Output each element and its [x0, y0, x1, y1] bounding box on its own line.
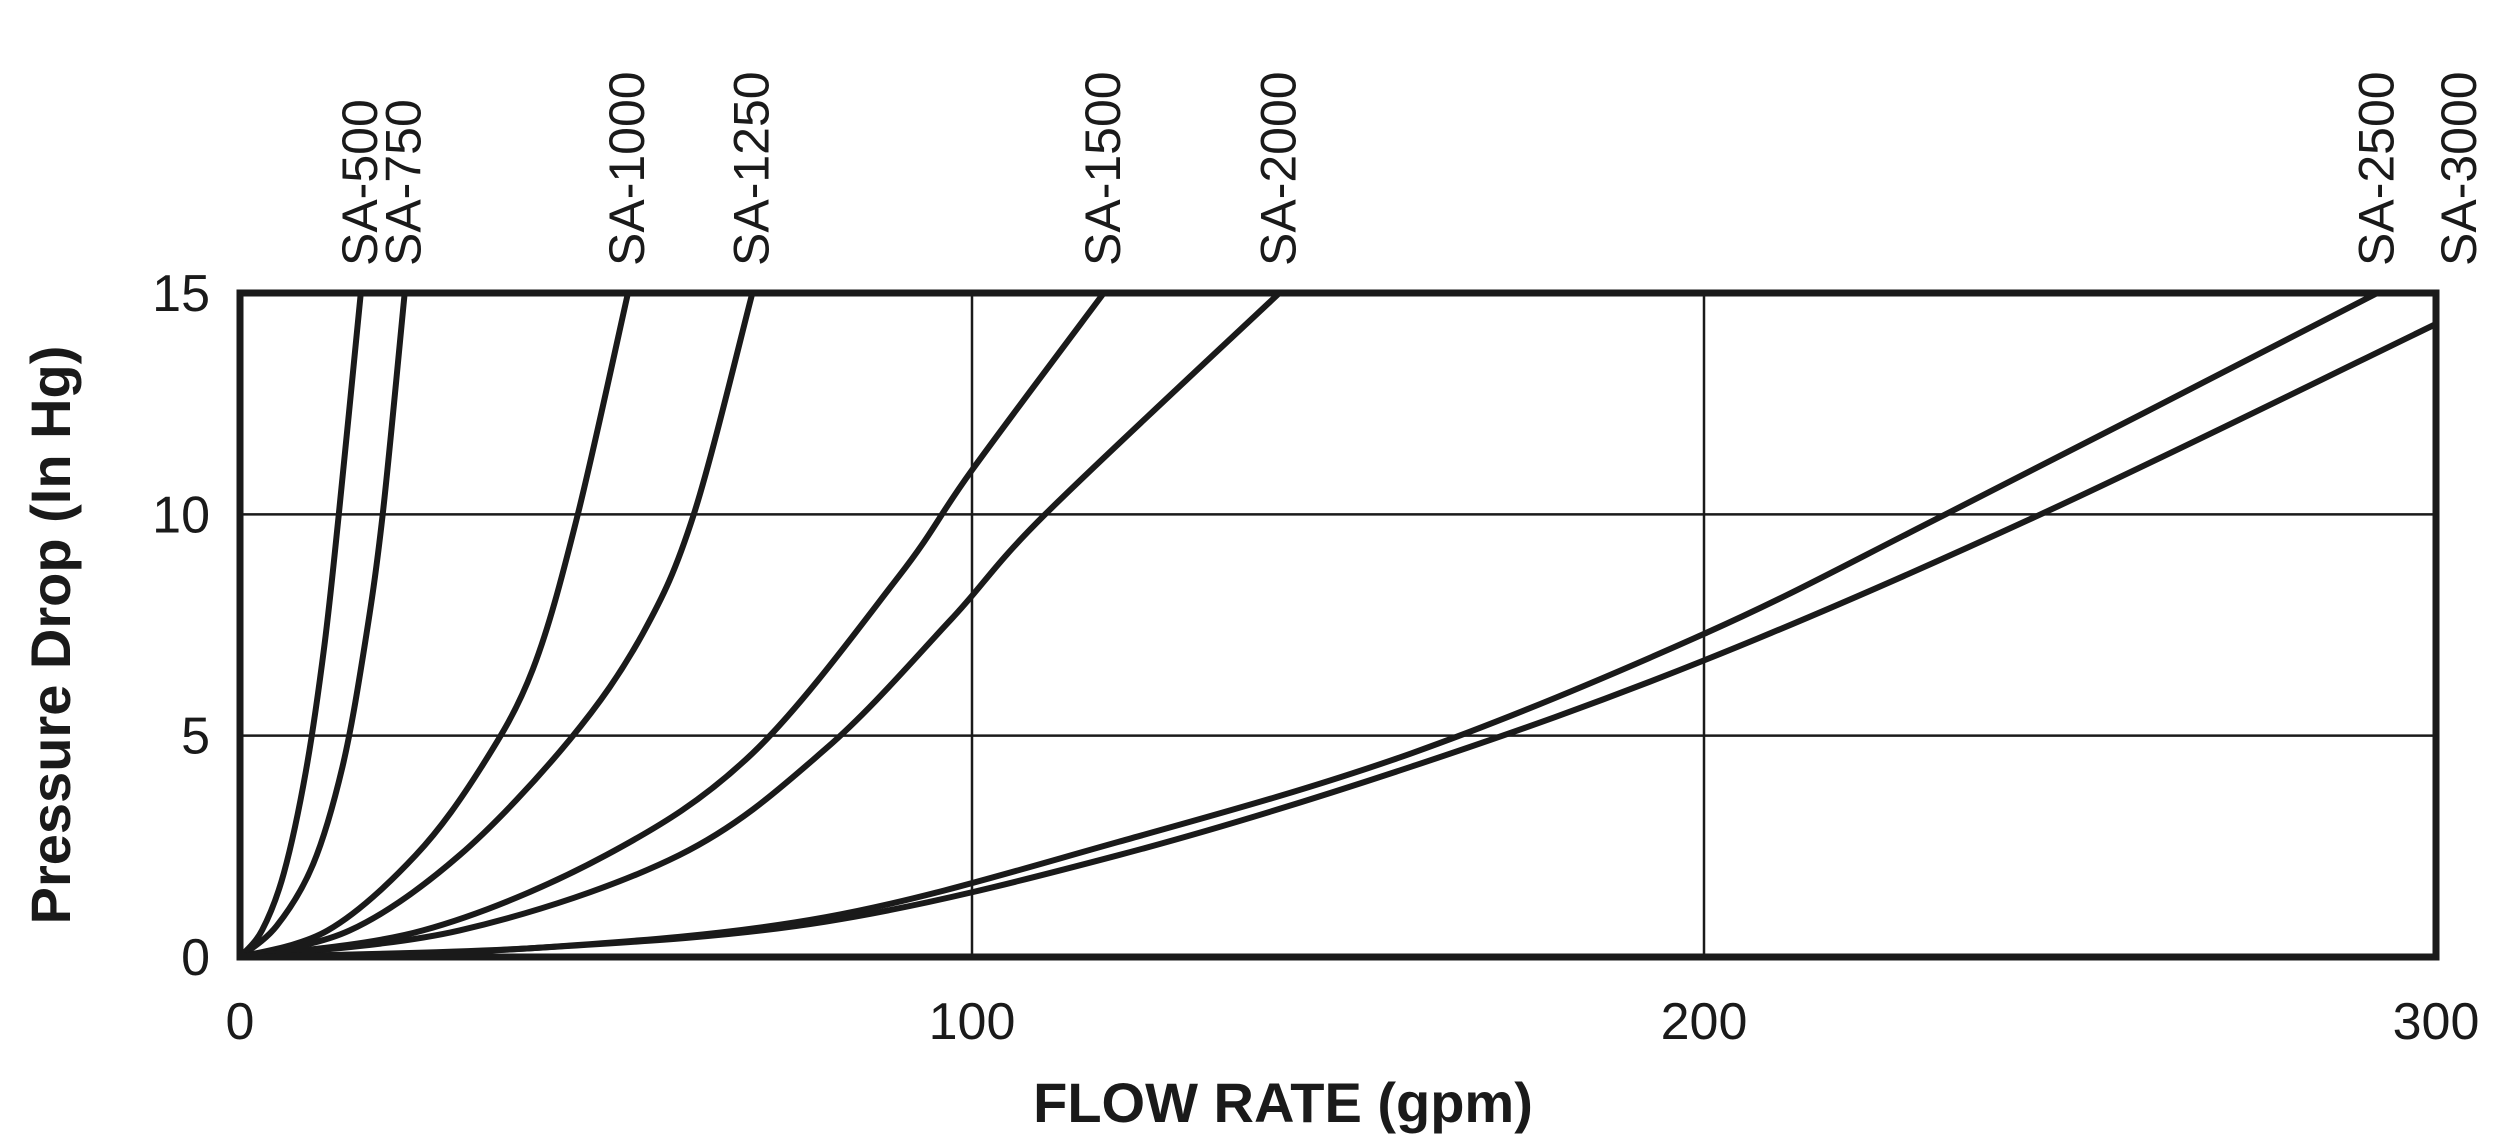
- series-line-sa-3000: [237, 321, 2439, 960]
- x-tick-label: 300: [2393, 993, 2480, 1051]
- plot-frame: [236, 289, 2440, 961]
- series-line-sa-750: [237, 290, 408, 960]
- y-tick-label: 0: [181, 929, 210, 987]
- y-tick-label: 10: [152, 486, 210, 544]
- series-line-sa-1000: [237, 290, 631, 960]
- tick-labels: 0 100 200 300 0 5 10 15: [152, 265, 2479, 1051]
- series-label-sa-2000: SA-2000: [1250, 71, 1306, 266]
- grid: [240, 293, 2436, 957]
- x-tick-label: 0: [226, 993, 255, 1051]
- series-label-sa-1000: SA-1000: [599, 71, 655, 266]
- series-label-sa-1250: SA-1250: [723, 71, 779, 266]
- series-line-sa-1250: [237, 290, 756, 960]
- series-label-sa-750: SA-750: [376, 99, 432, 266]
- x-tick-label: 200: [1661, 993, 1748, 1051]
- series-line-sa-2000: [237, 290, 1283, 960]
- x-tick-label: 100: [929, 993, 1016, 1051]
- x-axis-title: FLOW RATE (gpm): [1033, 1071, 1533, 1134]
- series-label-sa-1500: SA-1500: [1075, 71, 1131, 266]
- y-tick-label: 5: [181, 708, 210, 766]
- series-label-sa-500: SA-500: [332, 99, 388, 266]
- y-axis-title: Pressure Drop (In Hg): [19, 346, 82, 925]
- y-tick-label: 15: [152, 265, 210, 323]
- series-line-sa-500: [237, 290, 364, 960]
- series-lines: [237, 290, 2439, 960]
- series-label-sa-2500: SA-2500: [2348, 71, 2404, 266]
- series-label-sa-3000: SA-3000: [2431, 71, 2487, 266]
- series-line-sa-1500: [237, 290, 1107, 960]
- series-line-sa-2500: [237, 290, 2381, 960]
